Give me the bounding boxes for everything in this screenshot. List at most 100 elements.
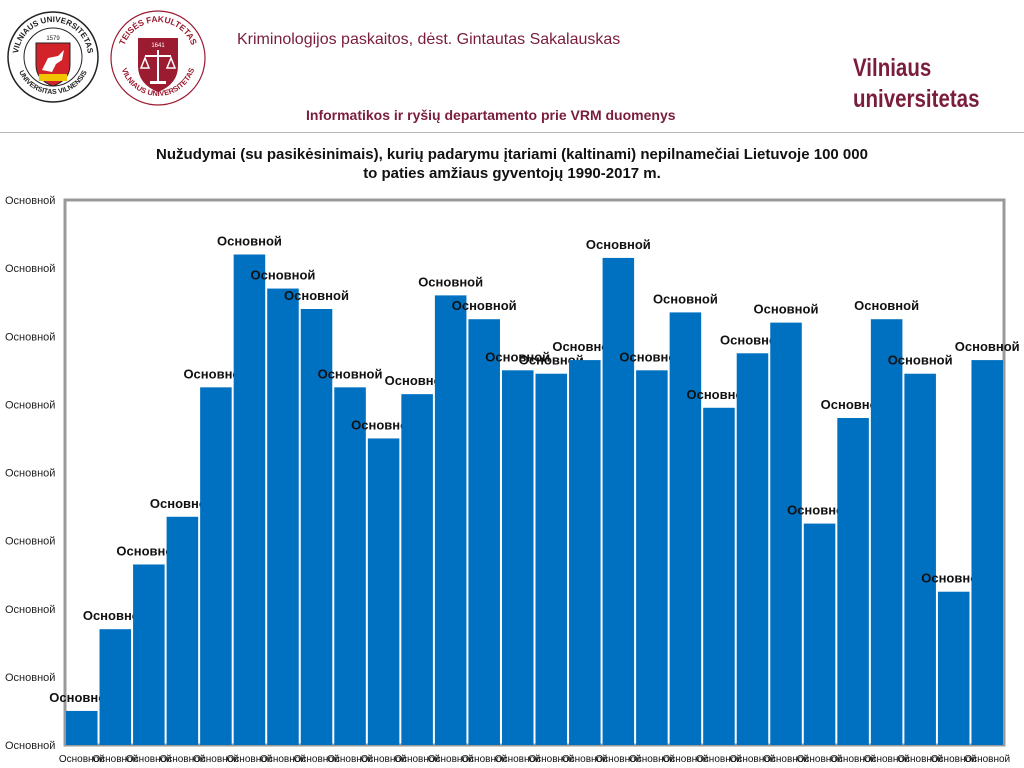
x-tick-label: Основной [964, 754, 1010, 765]
x-tick-label: Основной [327, 754, 373, 765]
slide-header: VILNIAUS UNIVERSITETAS UNIVERSITAS VILNE… [0, 0, 1024, 133]
x-tick-label: Основной [227, 754, 273, 765]
x-tick-label: Основной [864, 754, 910, 765]
data-label: Основной [921, 571, 986, 586]
x-tick-label: Основной [931, 754, 977, 765]
data-label: Основной [83, 608, 148, 623]
y-tick-label: Основной [5, 195, 55, 207]
data-label: Основной [183, 366, 248, 381]
data-label: Основной [418, 274, 483, 289]
x-tick-label: Основной [193, 754, 239, 765]
data-label: Основной [519, 353, 584, 368]
bar [166, 516, 199, 745]
data-label: Основной [854, 298, 919, 313]
bar [334, 387, 366, 745]
bar [937, 591, 970, 745]
bar [904, 373, 936, 745]
data-label: Основной [586, 237, 651, 252]
data-label: Основной [217, 234, 282, 249]
bar [602, 257, 635, 745]
data-label: Основной [385, 373, 450, 388]
bar [736, 353, 769, 745]
data-label: Основной [821, 397, 886, 412]
header-divider [0, 132, 1024, 133]
bar [300, 309, 333, 745]
bar [233, 254, 266, 745]
bar [870, 319, 903, 745]
law-faculty-seal-logo: TEISĖS FAKULTETAS VILNIAUS UNIVERSITETAS… [110, 10, 206, 106]
data-source-caption: Informatikos ir ryšių departamento prie … [306, 107, 676, 123]
x-tick-label: Основной [662, 754, 708, 765]
data-label: Основной [251, 268, 316, 283]
bar [803, 523, 836, 745]
svg-text:1579: 1579 [46, 36, 60, 42]
x-tick-label: Основной [797, 754, 843, 765]
data-label: Основной [485, 349, 550, 364]
bar [669, 312, 702, 745]
bar [501, 370, 534, 745]
data-label: Основной [619, 349, 684, 364]
data-label: Основной [754, 302, 819, 317]
x-tick-label: Основной [629, 754, 675, 765]
chart-title-line-1: Nužudymai (su pasikėsinimais), kurių pad… [156, 146, 868, 163]
bar [535, 373, 568, 745]
bar [703, 407, 735, 745]
data-label: Основной [116, 543, 181, 558]
vilnius-university-seal-logo: VILNIAUS UNIVERSITETAS UNIVERSITAS VILNE… [7, 11, 99, 103]
data-label: Основной [787, 503, 852, 518]
x-tick-label: Основной [595, 754, 641, 765]
bar [770, 322, 802, 745]
data-label: Основной [452, 298, 517, 313]
chart-title-line-2: to paties amžiaus gyventojų 1990-2017 m. [363, 165, 661, 182]
data-label: Основной [955, 339, 1020, 354]
bar [401, 394, 433, 745]
y-tick-label: Основной [5, 331, 55, 343]
wordmark-line-2: universitetas [853, 85, 980, 113]
x-tick-label: Основной [830, 754, 876, 765]
data-label: Основной [552, 339, 617, 354]
svg-text:1641: 1641 [151, 43, 165, 49]
x-tick-label: Основной [260, 754, 306, 765]
y-tick-label: Основной [5, 604, 55, 616]
x-tick-label: Основной [294, 754, 340, 765]
bar [99, 629, 132, 745]
y-tick-label: Основной [5, 399, 55, 411]
x-tick-label: Основной [59, 754, 105, 765]
plot-frame [63, 198, 1006, 747]
data-label: Основной [351, 417, 416, 432]
x-tick-label: Основной [495, 754, 541, 765]
bar [267, 288, 299, 745]
bar [971, 360, 1003, 745]
data-label: Основной [150, 496, 215, 511]
bar [434, 295, 467, 745]
data-label: Основной [49, 690, 114, 705]
x-tick-label: Основной [361, 754, 407, 765]
bar [367, 438, 400, 745]
y-tick-label: Основной [5, 672, 55, 684]
x-tick-label: Основной [730, 754, 776, 765]
bar [837, 418, 869, 745]
x-tick-label: Основной [126, 754, 172, 765]
x-tick-label: Основной [461, 754, 507, 765]
y-tick-label: Основной [5, 740, 55, 752]
bar [66, 710, 98, 745]
y-tick-label: Основной [5, 263, 55, 275]
wordmark-line-1: Vilniaus [853, 54, 932, 82]
data-label: Основной [318, 366, 383, 381]
x-tick-label: Основной [92, 754, 138, 765]
data-label: Основной [653, 291, 718, 306]
bar [133, 564, 165, 745]
x-tick-label: Основной [897, 754, 943, 765]
bar [569, 360, 601, 745]
x-tick-label: Основной [394, 754, 440, 765]
y-tick-label: Основной [5, 536, 55, 548]
data-label: Основной [720, 332, 785, 347]
y-tick-label: Основной [5, 468, 55, 480]
chart-title: Nužudymai (su pasikėsinimais), kurių pad… [60, 145, 964, 183]
university-wordmark: Vilniaus universitetas [853, 53, 984, 115]
bar [636, 370, 668, 745]
x-tick-label: Основной [159, 754, 205, 765]
x-tick-label: Основной [562, 754, 608, 765]
data-label: Основной [284, 288, 349, 303]
